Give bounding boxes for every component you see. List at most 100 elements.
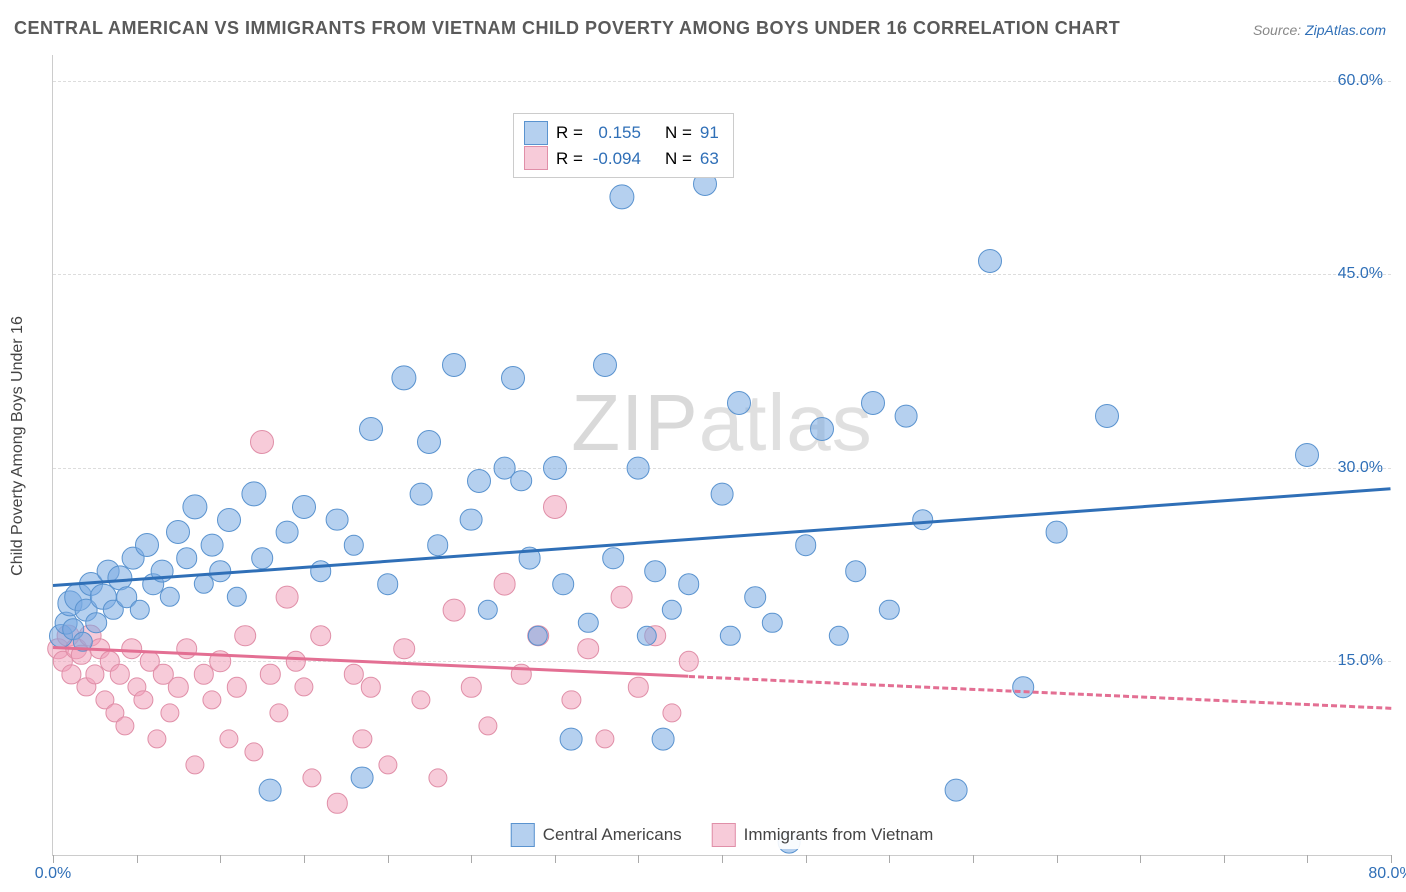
scatter-point-series1[interactable] (678, 573, 700, 595)
scatter-point-series1[interactable] (410, 482, 433, 505)
scatter-point-series2[interactable] (393, 638, 415, 660)
scatter-point-series1[interactable] (292, 495, 316, 519)
scatter-point-series2[interactable] (285, 651, 305, 671)
scatter-point-series2[interactable] (115, 716, 134, 735)
scatter-point-series1[interactable] (359, 417, 383, 441)
scatter-point-series2[interactable] (493, 573, 516, 596)
scatter-point-series1[interactable] (895, 405, 918, 428)
scatter-point-series2[interactable] (478, 716, 497, 735)
scatter-point-series2[interactable] (310, 625, 332, 647)
scatter-point-series1[interactable] (501, 366, 525, 390)
scatter-point-series1[interactable] (351, 766, 374, 789)
scatter-point-series1[interactable] (417, 430, 441, 454)
scatter-point-series1[interactable] (810, 417, 834, 441)
scatter-point-series2[interactable] (294, 678, 313, 697)
scatter-point-series1[interactable] (183, 494, 208, 519)
scatter-point-series2[interactable] (160, 703, 179, 722)
scatter-point-series1[interactable] (259, 779, 282, 802)
scatter-point-series1[interactable] (1045, 521, 1068, 544)
scatter-point-series2[interactable] (378, 755, 397, 774)
scatter-point-series2[interactable] (628, 677, 648, 697)
scatter-point-series2[interactable] (260, 664, 280, 684)
scatter-point-series2[interactable] (411, 691, 430, 710)
scatter-point-series2[interactable] (577, 638, 599, 660)
scatter-point-series1[interactable] (478, 600, 498, 620)
scatter-point-series1[interactable] (644, 560, 666, 582)
scatter-point-series1[interactable] (276, 521, 299, 544)
scatter-point-series1[interactable] (392, 365, 417, 390)
scatter-point-series2[interactable] (235, 625, 257, 647)
scatter-point-series2[interactable] (662, 703, 681, 722)
scatter-point-series1[interactable] (609, 184, 634, 209)
scatter-point-series2[interactable] (244, 742, 263, 761)
scatter-point-series1[interactable] (627, 456, 650, 479)
scatter-point-series1[interactable] (166, 520, 190, 544)
scatter-point-series1[interactable] (1295, 443, 1319, 467)
scatter-point-series1[interactable] (861, 391, 885, 415)
scatter-point-series2[interactable] (562, 691, 581, 710)
scatter-point-series1[interactable] (160, 587, 180, 607)
scatter-point-series2[interactable] (303, 768, 322, 787)
scatter-point-series1[interactable] (879, 600, 899, 620)
n-value-1[interactable]: 91 (700, 120, 719, 146)
scatter-point-series2[interactable] (443, 598, 466, 621)
scatter-point-series1[interactable] (762, 613, 782, 633)
scatter-point-series1[interactable] (227, 587, 247, 607)
scatter-point-series1[interactable] (344, 535, 364, 555)
scatter-point-series1[interactable] (978, 249, 1002, 273)
scatter-point-series1[interactable] (578, 613, 598, 633)
scatter-point-series1[interactable] (662, 600, 682, 620)
scatter-point-series1[interactable] (442, 353, 466, 377)
n-value-2[interactable]: 63 (700, 146, 719, 172)
scatter-point-series1[interactable] (727, 391, 751, 415)
scatter-point-series1[interactable] (200, 534, 223, 557)
scatter-point-series2[interactable] (219, 729, 238, 748)
scatter-point-series2[interactable] (176, 638, 198, 660)
scatter-point-series1[interactable] (543, 456, 567, 480)
scatter-point-series1[interactable] (560, 727, 583, 750)
scatter-point-series2[interactable] (595, 729, 614, 748)
scatter-point-series1[interactable] (511, 470, 533, 492)
scatter-point-series1[interactable] (602, 547, 624, 569)
scatter-point-series1[interactable] (377, 573, 399, 595)
scatter-point-series1[interactable] (652, 727, 675, 750)
scatter-point-series1[interactable] (427, 535, 449, 557)
scatter-point-series1[interactable] (467, 469, 491, 493)
scatter-point-series1[interactable] (552, 573, 574, 595)
scatter-point-series2[interactable] (147, 729, 166, 748)
scatter-point-series2[interactable] (110, 664, 130, 684)
scatter-point-series2[interactable] (361, 677, 381, 697)
scatter-point-series2[interactable] (327, 793, 347, 813)
r-value-2[interactable]: -0.094 (591, 146, 641, 172)
scatter-point-series2[interactable] (186, 755, 205, 774)
scatter-point-series1[interactable] (1095, 404, 1119, 428)
scatter-point-series1[interactable] (241, 481, 266, 506)
scatter-point-series1[interactable] (176, 547, 198, 569)
scatter-point-series2[interactable] (610, 586, 633, 609)
scatter-point-series2[interactable] (227, 677, 247, 697)
scatter-point-series2[interactable] (353, 729, 372, 748)
source-link[interactable]: ZipAtlas.com (1305, 22, 1386, 38)
scatter-point-series1[interactable] (135, 533, 159, 557)
scatter-point-series1[interactable] (745, 586, 767, 608)
scatter-point-series1[interactable] (945, 779, 968, 802)
scatter-point-series2[interactable] (461, 677, 481, 697)
scatter-point-series1[interactable] (1012, 676, 1034, 698)
scatter-point-series2[interactable] (269, 703, 288, 722)
scatter-point-series1[interactable] (460, 508, 483, 531)
scatter-point-series1[interactable] (711, 482, 734, 505)
scatter-point-series2[interactable] (134, 691, 153, 710)
scatter-point-series2[interactable] (678, 651, 698, 671)
scatter-point-series1[interactable] (251, 547, 273, 569)
scatter-point-series1[interactable] (795, 535, 817, 557)
scatter-point-series1[interactable] (845, 560, 867, 582)
scatter-point-series1[interactable] (130, 600, 150, 620)
scatter-point-series2[interactable] (543, 495, 567, 519)
scatter-point-series2[interactable] (250, 430, 274, 454)
scatter-point-series2[interactable] (168, 677, 188, 697)
scatter-point-series2[interactable] (202, 691, 221, 710)
scatter-point-series2[interactable] (428, 768, 447, 787)
scatter-point-series1[interactable] (720, 625, 740, 645)
scatter-point-series2[interactable] (276, 586, 299, 609)
scatter-point-series1[interactable] (326, 508, 349, 531)
